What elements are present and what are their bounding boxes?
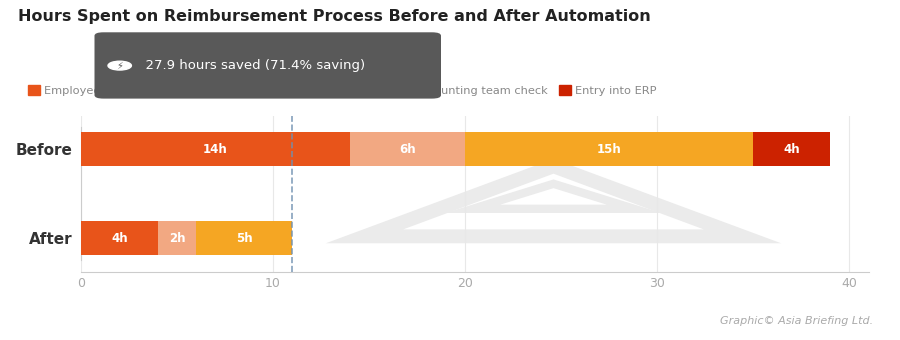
- Bar: [465, 133, 753, 166]
- Text: 14h: 14h: [203, 143, 228, 156]
- Text: Hours Spent on Reimbursement Process Before and After Automation: Hours Spent on Reimbursement Process Bef…: [18, 8, 651, 23]
- Text: Graphic© Asia Briefing Ltd.: Graphic© Asia Briefing Ltd.: [720, 317, 873, 326]
- Text: 2h: 2h: [169, 232, 185, 245]
- Bar: [196, 221, 292, 255]
- Bar: [158, 221, 196, 255]
- Legend: Employee Reimbursement Applications, Manager review, Accounting team check, Entr: Employee Reimbursement Applications, Man…: [23, 81, 662, 100]
- Bar: [753, 133, 830, 166]
- Text: 4h: 4h: [111, 232, 128, 245]
- Bar: [350, 133, 465, 166]
- Bar: [81, 133, 350, 166]
- Text: 27.9 hours saved (71.4% saving): 27.9 hours saved (71.4% saving): [137, 59, 364, 72]
- Bar: [81, 221, 158, 255]
- Text: 5h: 5h: [236, 232, 253, 245]
- Text: ⚡: ⚡: [116, 61, 123, 71]
- Text: 15h: 15h: [597, 143, 622, 156]
- Text: 6h: 6h: [400, 143, 416, 156]
- Text: 4h: 4h: [783, 143, 800, 156]
